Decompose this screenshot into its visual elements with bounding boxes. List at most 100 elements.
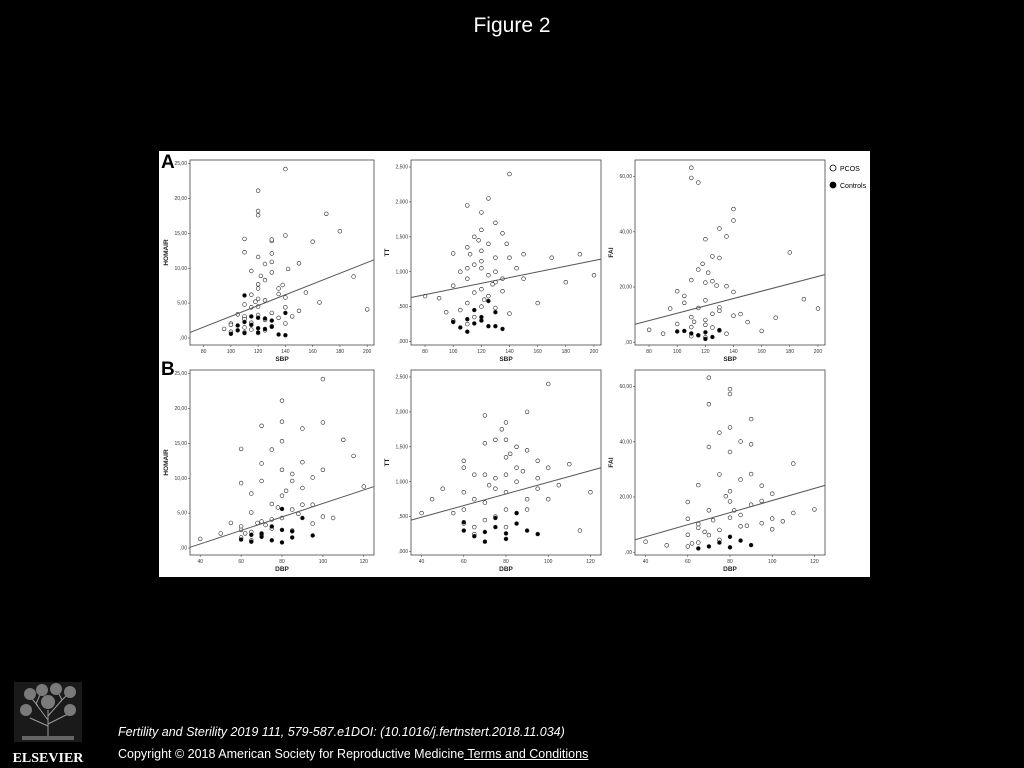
- figure-panel: A B PCOS Controls 80 100 120 140 160 180 200 ,0…: [159, 151, 870, 577]
- point-a1-pcos-37: [269, 270, 275, 275]
- y-tick-label-b1-0: ,00: [180, 546, 187, 552]
- point-b2-pcos-24: [514, 444, 519, 449]
- y-tick-label-b2-4: 2,000: [395, 409, 408, 415]
- point-b2-pcos-47: [486, 483, 492, 488]
- y-tick-label-a1-3: 15,00: [174, 231, 187, 237]
- point-a2-pcos-17: [486, 196, 491, 201]
- x-tick-label-b3-0: 40: [643, 559, 649, 565]
- point-b1-pcos-11: [259, 478, 264, 484]
- citation: Fertility and Sterility 2019 111, 579-58…: [118, 725, 565, 739]
- x-tick-label-b2-2: 80: [503, 559, 509, 565]
- point-b2-pcos-11: [482, 413, 488, 418]
- y-tick-label-a1-1: 5,00: [177, 301, 187, 307]
- point-a1-controls-11: [249, 314, 254, 319]
- point-a3-controls-7: [703, 336, 708, 342]
- point-b1-pcos-30: [320, 376, 326, 382]
- point-b1-controls-12: [279, 506, 285, 512]
- point-b1-pcos-48: [283, 488, 289, 493]
- point-a3-pcos-0: [646, 327, 652, 333]
- point-a3-pcos-9: [696, 180, 701, 185]
- point-b1-controls-7: [290, 535, 295, 540]
- point-a2-pcos-29: [535, 300, 540, 306]
- y-axis-title-b3: FAI: [608, 457, 615, 467]
- point-a3-pcos-29: [773, 315, 778, 320]
- point-a1-pcos-10: [255, 212, 261, 218]
- plot-b3: 40 60 80 100 120 ,00 20,00 40,00 60,00 DBP FAI: [608, 369, 826, 573]
- point-a1-pcos-34: [255, 208, 261, 214]
- plot-b2: 40 60 80 100 120 ,000 ,500 1,000 1,500 2,000 2,500…: [384, 369, 602, 573]
- x-tick-label-b1-0: 40: [197, 559, 203, 565]
- point-b3-pcos-45: [702, 529, 707, 534]
- point-a3-pcos-23: [724, 284, 729, 289]
- y-tick-label-b1-1: 5,00: [177, 511, 187, 517]
- point-b2-pcos-41: [461, 507, 466, 512]
- point-a2-pcos-23: [500, 231, 505, 236]
- terms-and-conditions-link[interactable]: Terms and Conditions: [464, 747, 589, 761]
- point-b2-controls-6: [514, 521, 519, 526]
- point-a3-pcos-19: [717, 226, 722, 231]
- point-a2-pcos-18: [486, 241, 491, 247]
- point-b1-pcos-33: [330, 515, 336, 521]
- point-b1-pcos-20: [279, 493, 285, 498]
- point-b1-pcos-37: [238, 480, 244, 486]
- point-b3-pcos-2: [685, 499, 690, 505]
- y-tick-label-a2-5: 2,500: [395, 165, 408, 171]
- point-a3-pcos-25: [731, 218, 736, 223]
- point-b3-pcos-18: [727, 425, 733, 430]
- point-a1-pcos-39: [283, 321, 288, 326]
- point-b1-pcos-17: [279, 398, 285, 403]
- x-tick-label-a3-4: 160: [757, 349, 766, 355]
- point-a1-pcos-12: [255, 282, 261, 287]
- point-a3-pcos-17: [710, 279, 715, 284]
- x-tick-label-a1-0: 80: [201, 349, 207, 355]
- y-tick-label-b3-0: ,00: [625, 550, 632, 556]
- point-a2-pcos-3: [451, 283, 456, 288]
- trend-line-a1: [189, 259, 375, 333]
- plot-a3: 80 100 120 140 160 180 200 ,00 20,00 40,00 60,00 SB…: [608, 159, 826, 363]
- point-b2-pcos-39: [503, 524, 509, 530]
- point-b3-pcos-20: [727, 489, 733, 494]
- point-b2-pcos-16: [493, 476, 498, 481]
- point-a1-controls-5: [255, 330, 261, 335]
- point-a2-pcos-42: [465, 321, 470, 327]
- legend-marker-controls: [829, 181, 837, 189]
- point-b2-controls-4: [503, 531, 509, 536]
- x-tick-label-b1-1: 60: [238, 559, 244, 565]
- point-b2-pcos-3: [451, 510, 456, 516]
- x-tick-label-b2-4: 120: [586, 559, 595, 565]
- point-b1-pcos-32: [320, 467, 326, 472]
- y-tick-label-a3-2: 40,00: [619, 229, 632, 235]
- point-b2-pcos-9: [472, 497, 477, 502]
- point-a1-pcos-2: [242, 325, 247, 330]
- point-b3-pcos-5: [685, 544, 690, 549]
- copyright-text: Copyright © 2018 American Society for Re…: [118, 747, 465, 761]
- point-a3-pcos-28: [759, 328, 764, 334]
- point-a2-pcos-11: [472, 290, 477, 295]
- point-a1-controls-9: [283, 333, 288, 338]
- point-a1-pcos-33: [242, 249, 247, 255]
- point-b2-pcos-35: [567, 462, 572, 467]
- point-b2-pcos-23: [503, 507, 509, 512]
- point-b2-pcos-18: [503, 420, 509, 425]
- point-b2-pcos-19: [503, 437, 509, 442]
- point-b3-pcos-25: [748, 416, 754, 422]
- point-a2-controls-1: [458, 325, 463, 330]
- point-a1-pcos-36: [269, 237, 275, 242]
- point-a2-pcos-10: [472, 262, 477, 267]
- x-tick-label-b3-4: 120: [810, 559, 819, 565]
- point-b3-pcos-13: [717, 430, 722, 435]
- point-a1-pcos-8: [249, 327, 254, 332]
- point-a2-pcos-19: [486, 272, 491, 278]
- point-a3-pcos-14: [703, 298, 708, 303]
- point-b3-controls-1: [717, 540, 722, 545]
- point-b3-pcos-17: [727, 391, 733, 397]
- y-tick-label-a3-1: 20,00: [619, 285, 632, 291]
- point-b3-pcos-29: [759, 521, 764, 526]
- point-b3-pcos-26: [748, 442, 754, 447]
- point-b3-pcos-38: [748, 471, 754, 477]
- point-b2-pcos-33: [546, 465, 551, 470]
- point-b2-pcos-5: [461, 465, 466, 470]
- point-b2-pcos-13: [482, 472, 488, 477]
- point-b2-pcos-36: [577, 528, 583, 533]
- point-b1-pcos-23: [290, 507, 295, 512]
